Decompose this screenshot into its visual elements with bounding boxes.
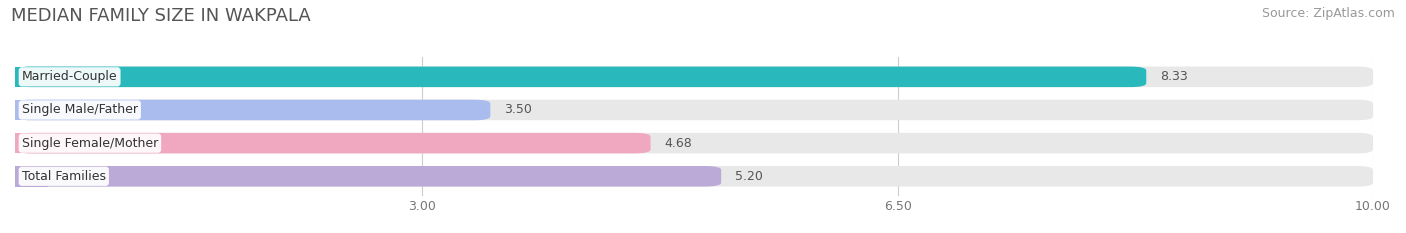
Text: Source: ZipAtlas.com: Source: ZipAtlas.com <box>1261 7 1395 20</box>
Text: 5.20: 5.20 <box>735 170 762 183</box>
FancyBboxPatch shape <box>15 166 48 187</box>
Text: Single Male/Father: Single Male/Father <box>21 103 138 116</box>
FancyBboxPatch shape <box>15 166 1374 187</box>
FancyBboxPatch shape <box>15 100 1374 120</box>
Text: Married-Couple: Married-Couple <box>21 70 118 83</box>
Text: 8.33: 8.33 <box>1160 70 1188 83</box>
FancyBboxPatch shape <box>15 67 1374 87</box>
FancyBboxPatch shape <box>15 133 651 153</box>
FancyBboxPatch shape <box>15 166 721 187</box>
Text: Total Families: Total Families <box>21 170 105 183</box>
Text: MEDIAN FAMILY SIZE IN WAKPALA: MEDIAN FAMILY SIZE IN WAKPALA <box>11 7 311 25</box>
Text: 3.50: 3.50 <box>503 103 531 116</box>
Text: 4.68: 4.68 <box>664 137 692 150</box>
FancyBboxPatch shape <box>15 133 1374 153</box>
Text: Single Female/Mother: Single Female/Mother <box>21 137 157 150</box>
FancyBboxPatch shape <box>15 67 48 87</box>
FancyBboxPatch shape <box>15 100 48 120</box>
FancyBboxPatch shape <box>15 67 1146 87</box>
FancyBboxPatch shape <box>15 133 48 153</box>
FancyBboxPatch shape <box>15 100 491 120</box>
